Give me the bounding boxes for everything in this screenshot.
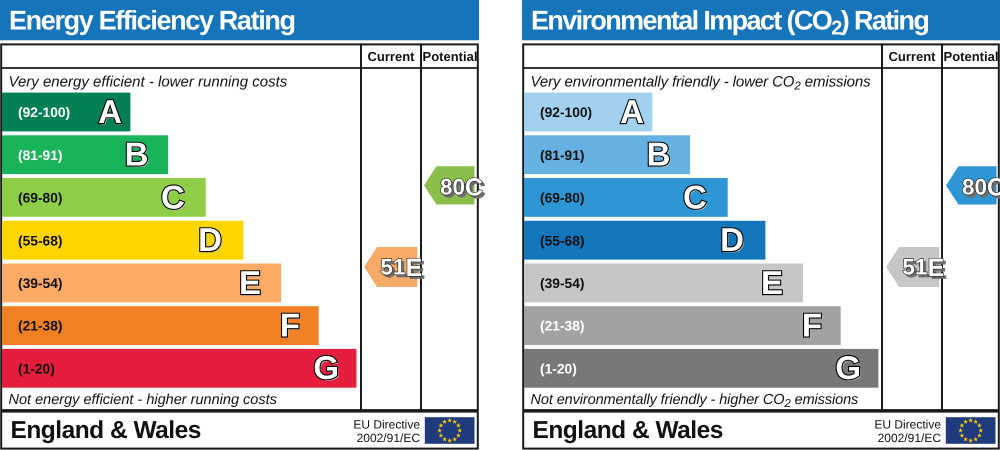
- svg-text:G: G: [315, 351, 341, 388]
- svg-text:E: E: [408, 257, 425, 285]
- svg-text:Current: Current: [889, 49, 937, 64]
- svg-text:(39-54): (39-54): [18, 276, 62, 291]
- svg-text:(55-68): (55-68): [18, 233, 62, 248]
- svg-text:C: C: [684, 180, 708, 217]
- svg-text:G: G: [835, 349, 861, 386]
- svg-text:Not energy efficient - higher: Not energy efficient - higher running co…: [9, 392, 277, 408]
- svg-text:(21-38): (21-38): [540, 319, 584, 334]
- svg-text:(39-54): (39-54): [540, 276, 584, 291]
- svg-text:England & Wales: England & Wales: [11, 417, 201, 444]
- svg-text:(92-100): (92-100): [18, 105, 70, 120]
- svg-text:(1-20): (1-20): [18, 361, 55, 376]
- svg-text:C: C: [162, 180, 186, 217]
- svg-text:2002/91/EC: 2002/91/EC: [878, 431, 942, 445]
- svg-text:F: F: [802, 307, 822, 344]
- svg-text:(92-100): (92-100): [540, 105, 592, 120]
- svg-text:Energy Efficiency Rating: Energy Efficiency Rating: [9, 5, 295, 35]
- svg-text:51: 51: [383, 257, 408, 282]
- svg-text:EU Directive: EU Directive: [874, 418, 941, 432]
- svg-text:B: B: [647, 136, 671, 173]
- svg-text:80: 80: [965, 177, 990, 202]
- svg-text:A: A: [622, 94, 646, 131]
- svg-text:E: E: [406, 254, 423, 282]
- svg-text:Environmental Impact (CO2) Rat: Environmental Impact (CO2) Rating: [531, 5, 928, 39]
- svg-text:E: E: [762, 265, 784, 302]
- svg-text:Very environmentally friendly: Very environmentally friendly - lower CO…: [531, 73, 872, 92]
- svg-text:E: E: [928, 254, 945, 282]
- svg-text:(69-80): (69-80): [540, 191, 584, 206]
- svg-text:D: D: [200, 223, 224, 260]
- svg-text:51: 51: [902, 255, 927, 280]
- svg-text:(81-91): (81-91): [18, 148, 62, 163]
- svg-text:G: G: [313, 349, 339, 386]
- svg-text:F: F: [281, 308, 301, 345]
- svg-text:E: E: [239, 264, 261, 301]
- svg-text:(1-20): (1-20): [540, 361, 577, 376]
- svg-text:C: C: [465, 173, 483, 201]
- svg-text:80: 80: [440, 174, 465, 199]
- svg-text:C: C: [683, 178, 707, 215]
- svg-text:C: C: [987, 173, 1000, 201]
- svg-text:2002/91/EC: 2002/91/EC: [357, 431, 421, 445]
- svg-text:A: A: [98, 93, 122, 130]
- svg-text:B: B: [125, 136, 149, 173]
- svg-text:(81-91): (81-91): [540, 148, 584, 163]
- svg-text:(55-68): (55-68): [540, 233, 584, 248]
- svg-text:51: 51: [380, 255, 405, 280]
- svg-text:C: C: [468, 176, 486, 204]
- svg-text:B: B: [126, 137, 150, 174]
- svg-text:Potential: Potential: [944, 49, 999, 64]
- svg-text:EU Directive: EU Directive: [353, 418, 420, 432]
- svg-text:D: D: [720, 221, 744, 258]
- svg-text:A: A: [620, 93, 644, 130]
- svg-text:80: 80: [443, 177, 468, 202]
- svg-text:England & Wales: England & Wales: [533, 417, 723, 444]
- svg-text:Current: Current: [368, 49, 416, 64]
- svg-text:Potential: Potential: [423, 49, 478, 64]
- svg-text:(21-38): (21-38): [18, 319, 62, 334]
- svg-text:80: 80: [962, 174, 987, 199]
- svg-text:F: F: [803, 308, 823, 345]
- svg-text:(69-80): (69-80): [18, 191, 62, 206]
- svg-text:F: F: [280, 307, 300, 344]
- svg-text:51: 51: [905, 257, 930, 282]
- svg-text:E: E: [930, 257, 947, 285]
- svg-text:E: E: [761, 264, 783, 301]
- svg-text:G: G: [837, 351, 863, 388]
- svg-text:Not environmentally friendly -: Not environmentally friendly - higher CO…: [531, 392, 859, 410]
- svg-text:B: B: [648, 137, 672, 174]
- svg-text:Very energy efficient - lower: Very energy efficient - lower running co…: [9, 73, 288, 90]
- svg-text:C: C: [161, 178, 185, 215]
- svg-text:A: A: [100, 94, 124, 131]
- svg-text:E: E: [240, 265, 262, 302]
- svg-text:C: C: [990, 176, 1000, 204]
- svg-text:D: D: [722, 223, 746, 260]
- svg-text:D: D: [198, 221, 222, 258]
